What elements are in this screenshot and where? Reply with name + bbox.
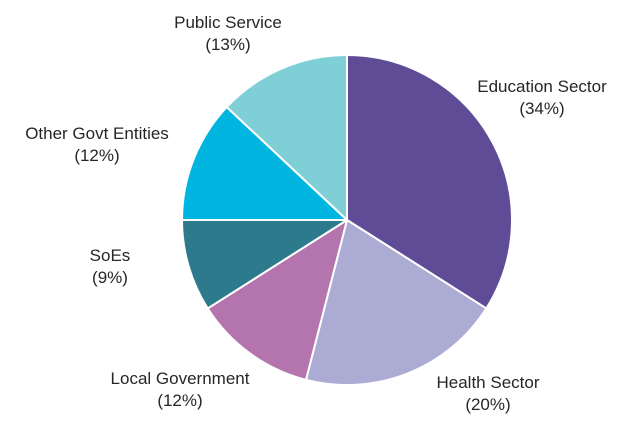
slice-label: Local Government: [111, 369, 250, 388]
slice-value-label: (12%): [157, 391, 202, 410]
slice-label: Public Service: [174, 13, 282, 32]
slice-value-label: (13%): [205, 35, 250, 54]
pie-slice-other-govt-entities: [181, 106, 348, 221]
slice-value-label: (9%): [92, 268, 128, 287]
pie-labels: Education Sector (34%) Health Sector (20%) L…: [25, 13, 607, 414]
slice-label: Health Sector: [437, 373, 540, 392]
slice-value-label: (20%): [465, 395, 510, 414]
slice-value-label: (12%): [74, 146, 119, 165]
pie-slice-public-service: [225, 54, 348, 221]
pie-slice-health-sector: [304, 219, 488, 387]
pie-slices: [181, 54, 513, 387]
pie-slice-soes: [181, 219, 348, 310]
slice-label: Other Govt Entities: [25, 124, 169, 143]
slice-label: SoEs: [90, 246, 131, 265]
slice-label: Education Sector: [477, 77, 607, 96]
pie-slice-local-government: [206, 219, 348, 381]
slice-value-label: (34%): [519, 99, 564, 118]
